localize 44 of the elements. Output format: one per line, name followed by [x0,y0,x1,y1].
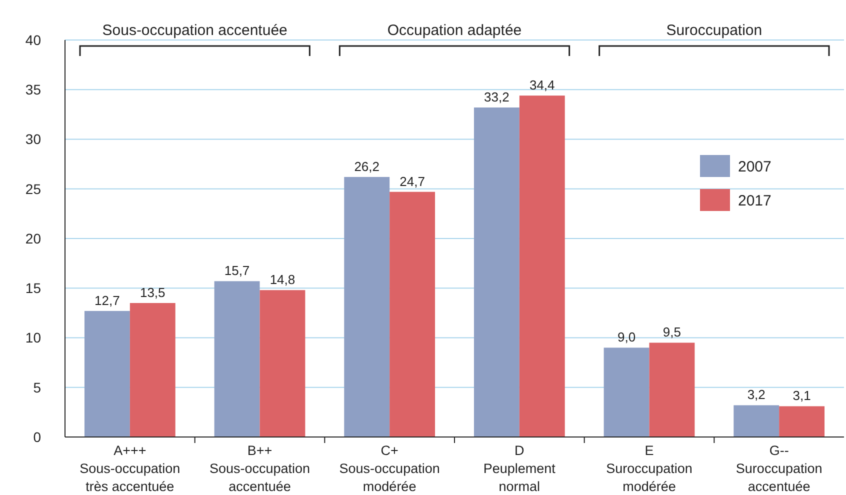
data-label: 26,2 [354,158,380,174]
data-label: 34,4 [529,78,555,93]
x-tick-label: G-- Suroccupation accentuée [736,443,822,494]
bar [474,107,520,437]
bar [519,96,565,437]
data-label: 15,7 [224,263,250,278]
x-tick-label: B++ Sous-occupation accentuée [209,443,310,494]
bar [779,406,825,437]
legend-label: 2017 [738,192,772,210]
data-label: 24,7 [400,174,425,189]
y-tick-label: 15 [25,280,42,296]
y-tick-label: 20 [25,230,42,246]
bar [649,342,695,437]
bar [84,310,130,437]
text: Occupation adaptée [387,22,522,39]
data-label: 3,1 [792,388,811,404]
data-label: 14,8 [270,272,296,288]
data-label: 13,5 [140,285,166,300]
y-tick-label: 5 [33,379,42,396]
text: Suroccupation [666,22,762,39]
bar [734,405,780,437]
y-tick-label: 35 [25,82,42,98]
bar [214,281,260,437]
text: Sous-occupation accentuée [102,22,288,39]
bar [344,176,390,437]
bar [390,192,436,437]
x-tick-label: C+ Sous-occupation modérée [339,443,440,494]
y-tick-label: 30 [25,131,42,148]
x-tick-label: E Suroccupation modérée [606,443,692,494]
data-label: 9,0 [617,330,636,345]
y-tick-label: 25 [25,180,42,197]
legend-label: 2007 [738,158,772,176]
y-tick-label: 10 [25,330,42,346]
bar [604,348,650,437]
data-label: 33,2 [484,89,510,104]
data-label: 12,7 [94,292,120,308]
bar [130,303,176,437]
y-tick-label: 0 [33,428,42,445]
y-tick-label: 40 [25,32,42,48]
data-label: 3,2 [747,387,766,402]
x-tick-label: A+++ Sous-occupation très accentuée [80,443,180,494]
bar [260,290,306,437]
x-tick-label: D Peuplement normal [483,443,556,494]
data-label: 9,5 [662,324,682,340]
